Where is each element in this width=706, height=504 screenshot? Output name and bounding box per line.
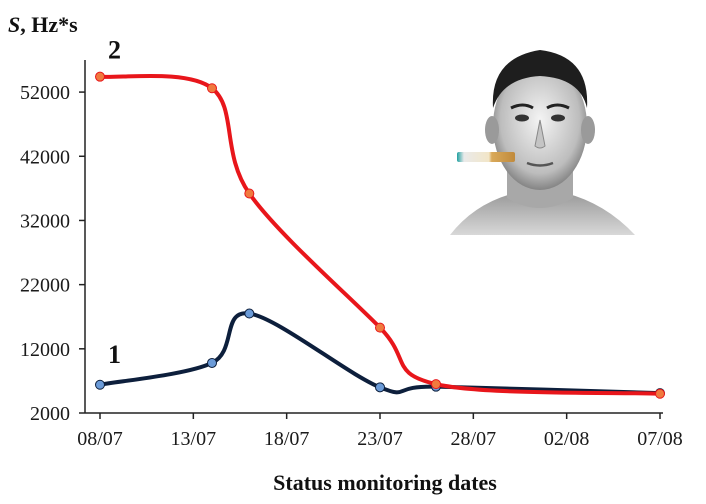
x-tick-label: 28/07 [451, 428, 497, 450]
series-layer: 12 [95, 36, 665, 399]
series-1-label: 1 [108, 340, 121, 369]
series-2-point [375, 322, 385, 333]
x-tick-label: 07/08 [637, 428, 683, 450]
series-1-point [207, 357, 217, 368]
y-axis-ticks: 2000 12000 22000 32000 42000 52000 [20, 82, 85, 425]
x-tick-label: 02/08 [544, 428, 590, 450]
y-tick-label: 52000 [20, 82, 70, 104]
series-1-point [375, 382, 385, 393]
x-axis-ticks: 08/07 13/07 18/07 23/07 28/07 02/08 07/08 [77, 413, 683, 450]
y-tick-label: 42000 [20, 146, 70, 168]
series-2-point [655, 388, 665, 399]
series-2-label: 2 [108, 36, 121, 65]
series-2-point [95, 71, 105, 82]
series-2-point [431, 379, 441, 390]
y-axis-title: S, Hz*s [8, 12, 78, 37]
y-axis-title-symbol: S [8, 12, 20, 37]
x-axis-title: Status monitoring dates [273, 470, 497, 495]
series-1-point [95, 379, 105, 390]
y-tick-label: 2000 [30, 403, 70, 425]
series-2-point [207, 83, 217, 94]
y-axis-title-unit: , Hz*s [20, 12, 78, 37]
series-2-point [244, 188, 255, 199]
x-tick-label: 23/07 [357, 428, 403, 450]
x-tick-label: 08/07 [77, 428, 123, 450]
y-tick-label: 32000 [20, 210, 70, 232]
man-smoking-cigarette-icon [450, 50, 635, 235]
x-tick-label: 18/07 [264, 428, 310, 450]
series-1-point [244, 308, 255, 319]
y-tick-label: 12000 [20, 339, 70, 361]
x-tick-label: 13/07 [171, 428, 217, 450]
y-tick-label: 22000 [20, 275, 70, 297]
